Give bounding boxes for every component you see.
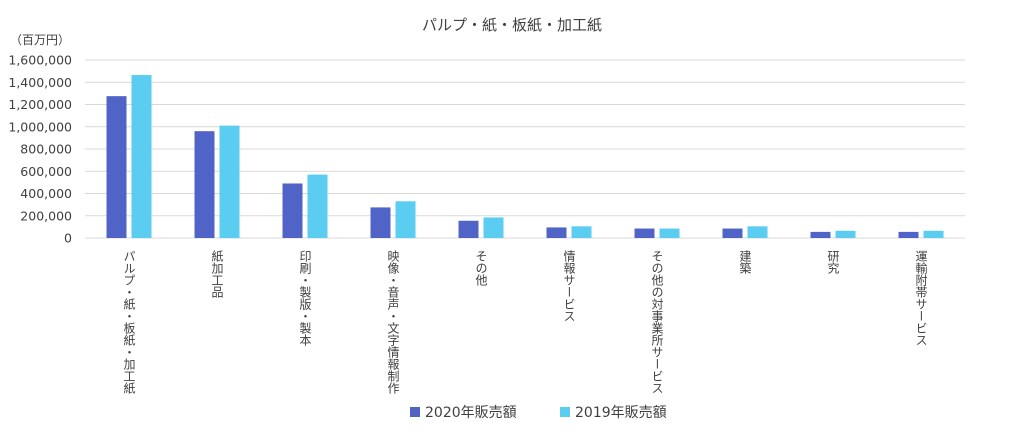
y-tick-label: 800,000 (20, 142, 72, 157)
category-label: その他 (474, 250, 488, 286)
y-tick-label: 1,600,000 (8, 53, 72, 68)
bar-series-2 (571, 226, 592, 238)
bar-series-1 (370, 207, 391, 238)
bar-series-1 (722, 228, 743, 238)
bar-series-1 (546, 227, 567, 238)
bar-series-2 (483, 217, 504, 238)
bar-series-2 (835, 230, 856, 238)
bar-series-1 (810, 231, 831, 238)
category-label: 情報サービス (562, 250, 576, 322)
bar-series-2 (923, 230, 944, 238)
legend-swatch (410, 407, 420, 417)
bar-series-2 (219, 125, 240, 238)
bar-series-1 (194, 131, 215, 238)
category-label: 運輸附帯サービス (914, 250, 928, 346)
bar-series-2 (395, 201, 416, 238)
y-axis-ticks: 0 200,000 400,000 600,000 800,000 1,000,000 1,… (8, 53, 72, 246)
category-labels: パルプ・紙・板紙・加工紙 紙加工品 印刷・製版・製本 映像・音声・文字情報制作 その他 情… (122, 249, 928, 395)
legend-label: 2019年販売額 (575, 405, 667, 421)
bars (106, 75, 944, 238)
bar-series-2 (131, 75, 152, 238)
legend-label: 2020年販売額 (425, 405, 517, 421)
y-tick-label: 1,000,000 (8, 119, 72, 134)
gridlines (85, 59, 965, 239)
bar-series-1 (634, 228, 655, 238)
bar-series-1 (106, 96, 127, 238)
bar-series-1 (282, 183, 303, 238)
category-label: 建築 (738, 250, 752, 274)
y-tick-label: 600,000 (20, 164, 72, 179)
chart-title: パルプ・紙・板紙・加工紙 (422, 16, 602, 34)
legend: 2020年販売額 2019年販売額 (410, 405, 667, 421)
y-tick-label: 1,200,000 (8, 97, 72, 112)
category-label: 印刷・製版・製本 (298, 250, 312, 347)
y-axis-unit-label: （百万円） (10, 33, 70, 47)
y-tick-label: 1,400,000 (8, 75, 72, 90)
bar-series-2 (307, 174, 328, 238)
y-tick-label: 0 (64, 231, 72, 246)
y-tick-label: 200,000 (20, 208, 72, 223)
y-tick-label: 400,000 (20, 186, 72, 201)
bar-series-1 (458, 220, 479, 238)
category-label: その他の対事業所サービス (650, 250, 664, 394)
category-label: パルプ・紙・板紙・加工紙 (122, 250, 136, 395)
category-label: 研究 (826, 250, 840, 275)
category-label: 映像・音声・文字情報制作 (386, 250, 400, 394)
bar-series-2 (747, 226, 768, 238)
bar-series-1 (898, 231, 919, 238)
bar-series-2 (659, 228, 680, 238)
category-label: 紙加工品 (210, 249, 224, 298)
legend-swatch (560, 407, 570, 417)
